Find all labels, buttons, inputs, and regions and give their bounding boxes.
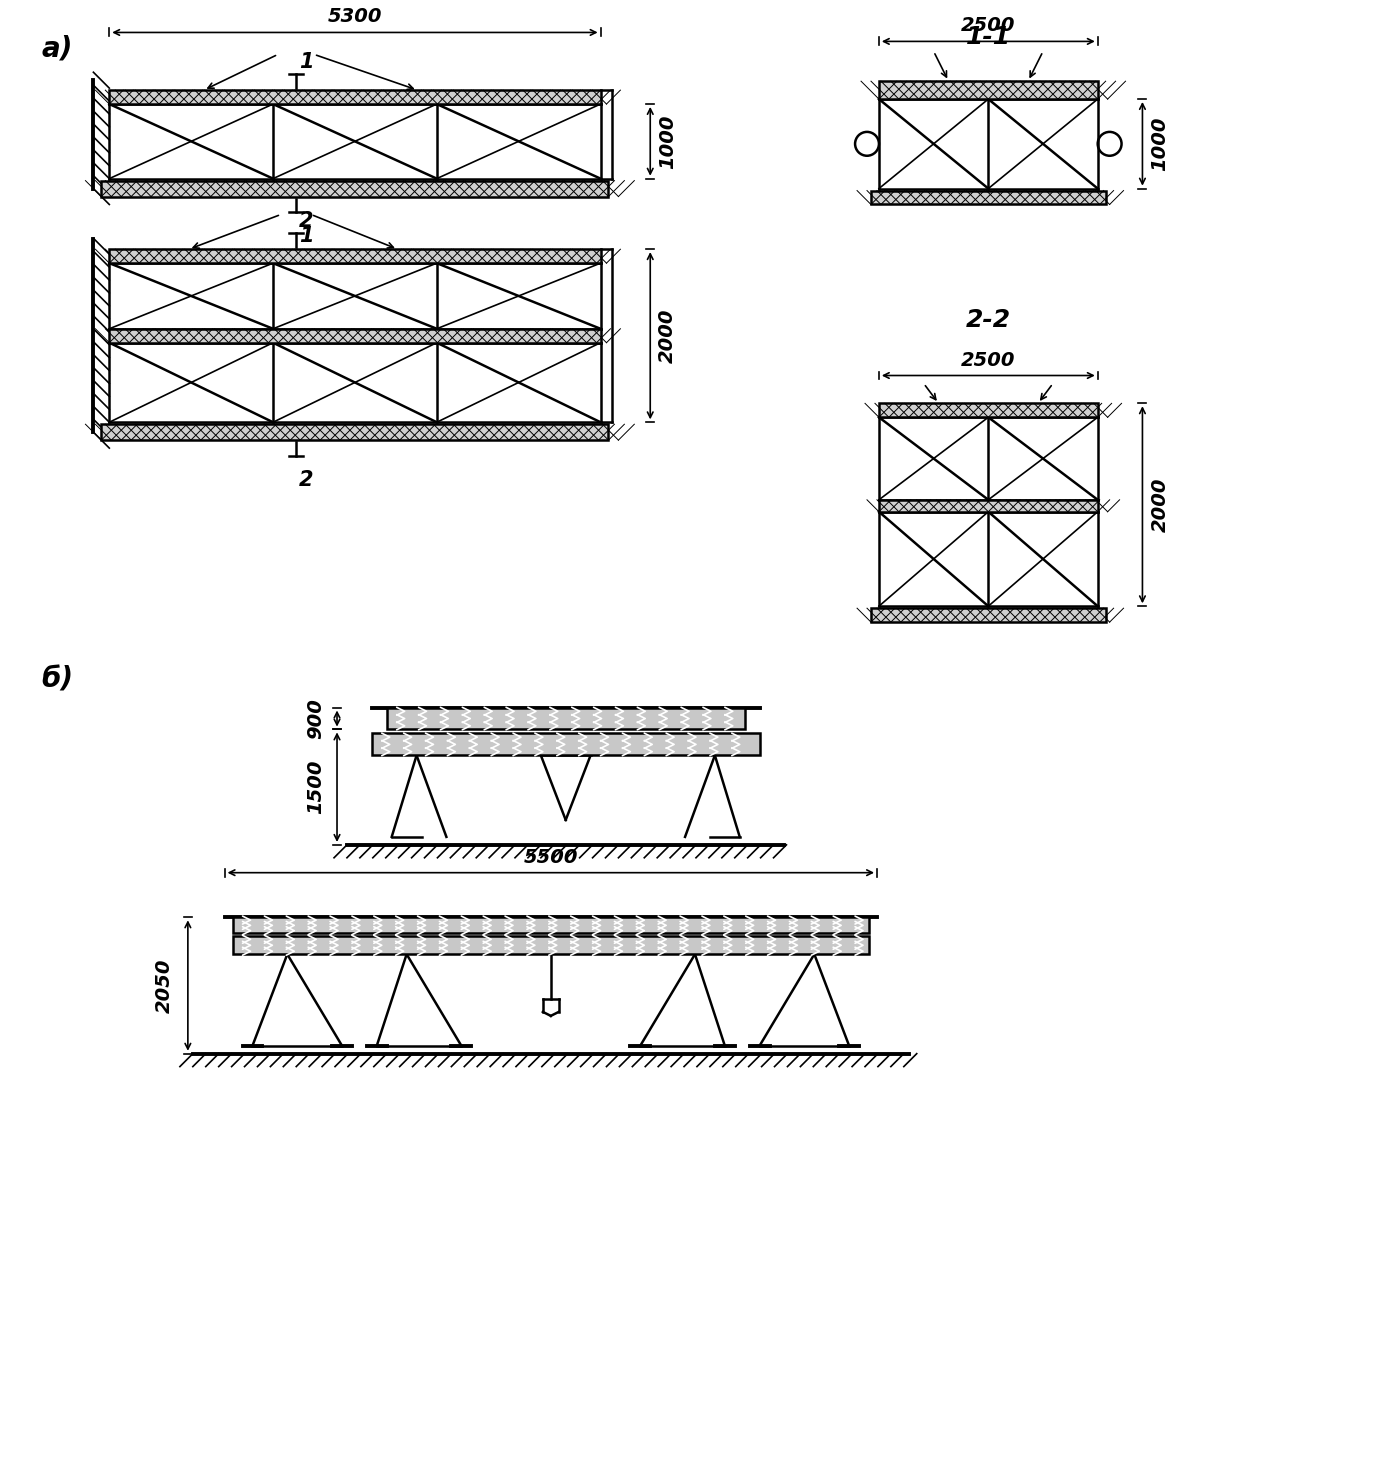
Bar (879, 500, 1098, 512)
Text: 2500: 2500 (960, 16, 1016, 36)
Text: 2-2: 2-2 (966, 307, 1010, 332)
Text: 1500: 1500 (306, 760, 325, 815)
Bar (101, 424, 609, 441)
Text: 1: 1 (299, 52, 313, 73)
Bar (109, 329, 601, 343)
Bar (233, 936, 869, 954)
Bar (101, 181, 609, 196)
Text: 2000: 2000 (659, 309, 677, 364)
Text: 1000: 1000 (1150, 117, 1169, 171)
Bar (871, 190, 1106, 205)
Bar (879, 82, 1098, 99)
Text: 2: 2 (299, 211, 313, 232)
Bar (372, 733, 760, 755)
Text: 2: 2 (299, 470, 313, 490)
Text: 2000: 2000 (1150, 478, 1169, 533)
Text: 5500: 5500 (523, 847, 579, 867)
Bar (109, 91, 601, 104)
Text: 1: 1 (299, 227, 313, 246)
Bar (109, 249, 601, 263)
Text: 2050: 2050 (155, 959, 174, 1012)
Text: б): б) (42, 666, 73, 695)
Bar (879, 404, 1098, 417)
Bar (386, 708, 745, 730)
Text: 900: 900 (306, 697, 325, 739)
Text: 1000: 1000 (659, 114, 677, 169)
Bar (871, 608, 1106, 622)
Bar (233, 917, 869, 933)
Text: 1-1: 1-1 (966, 25, 1010, 49)
Text: 2500: 2500 (960, 350, 1016, 370)
Text: а): а) (42, 34, 73, 62)
Text: 5300: 5300 (328, 7, 382, 27)
